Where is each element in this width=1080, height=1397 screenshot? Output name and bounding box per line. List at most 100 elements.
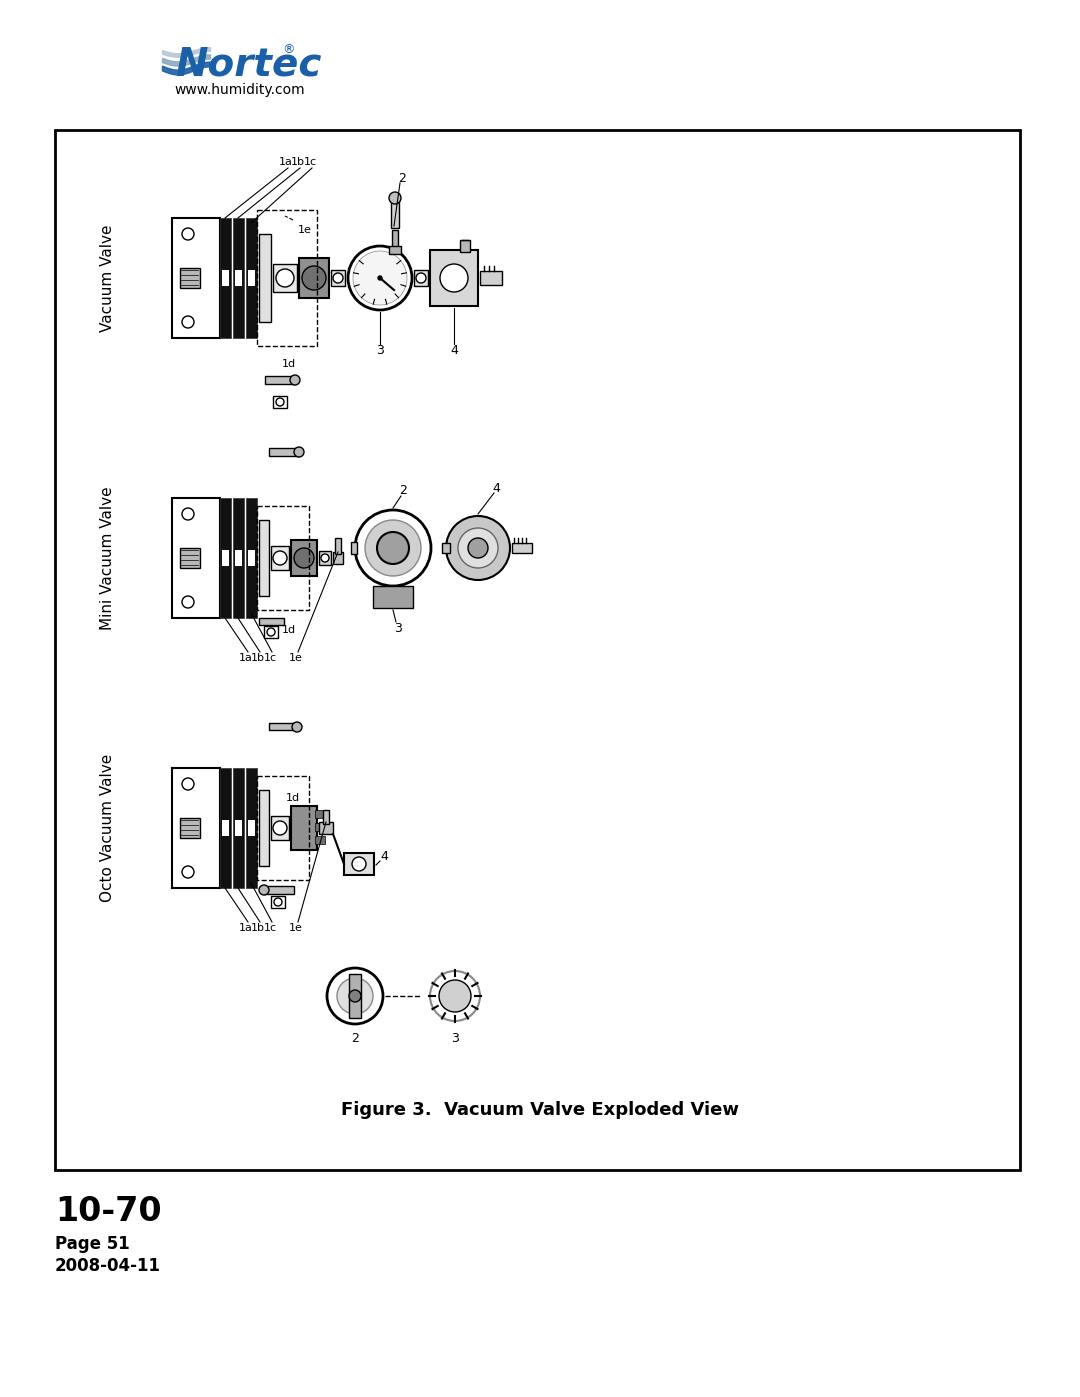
Text: 1a: 1a xyxy=(239,652,253,664)
Bar xyxy=(273,395,287,408)
Bar xyxy=(319,821,333,834)
Circle shape xyxy=(183,866,194,877)
Bar xyxy=(222,820,229,835)
Bar xyxy=(259,520,269,597)
Circle shape xyxy=(378,277,382,279)
Circle shape xyxy=(276,270,294,286)
Text: 1e: 1e xyxy=(289,923,302,933)
Text: 1d: 1d xyxy=(282,624,296,636)
Text: 10-70: 10-70 xyxy=(55,1194,162,1228)
Text: 1c: 1c xyxy=(264,652,276,664)
Bar xyxy=(271,816,289,840)
Text: 1b: 1b xyxy=(251,652,265,664)
Bar xyxy=(319,550,330,564)
Circle shape xyxy=(333,272,343,284)
Bar xyxy=(315,810,325,819)
Bar xyxy=(330,270,345,286)
Text: 1e: 1e xyxy=(289,652,302,664)
Circle shape xyxy=(355,510,431,585)
Circle shape xyxy=(438,981,471,1011)
Bar xyxy=(460,240,470,251)
Text: ®: ® xyxy=(282,43,294,56)
Circle shape xyxy=(267,629,275,636)
Text: 1c: 1c xyxy=(264,923,276,933)
Circle shape xyxy=(183,509,194,520)
Text: Figure 3.  Vacuum Valve Exploded View: Figure 3. Vacuum Valve Exploded View xyxy=(341,1101,739,1119)
Bar xyxy=(248,550,255,566)
Text: 1e: 1e xyxy=(298,225,312,235)
Bar xyxy=(55,130,1020,1171)
Text: 2008-04-11: 2008-04-11 xyxy=(55,1257,161,1275)
Text: 2: 2 xyxy=(400,483,407,496)
Circle shape xyxy=(276,398,284,407)
Bar xyxy=(222,550,229,566)
Bar xyxy=(315,835,325,844)
Circle shape xyxy=(302,265,326,291)
Text: 2: 2 xyxy=(399,172,406,184)
Circle shape xyxy=(389,191,401,204)
Circle shape xyxy=(440,264,468,292)
Text: 3: 3 xyxy=(451,1031,459,1045)
Circle shape xyxy=(377,532,409,564)
Text: 1a: 1a xyxy=(239,923,253,933)
Bar xyxy=(172,768,220,888)
Text: Mini Vacuum Valve: Mini Vacuum Valve xyxy=(100,486,116,630)
Bar xyxy=(273,264,297,292)
Circle shape xyxy=(349,990,361,1002)
Text: Octo Vacuum Valve: Octo Vacuum Valve xyxy=(100,754,116,902)
Circle shape xyxy=(273,821,287,835)
Text: 1d: 1d xyxy=(286,793,300,803)
Text: 3: 3 xyxy=(394,622,402,634)
Bar xyxy=(233,497,244,617)
Circle shape xyxy=(352,856,366,870)
Bar xyxy=(265,376,295,384)
Bar xyxy=(391,198,399,228)
Text: Nortec: Nortec xyxy=(175,45,321,82)
Text: www.humidity.com: www.humidity.com xyxy=(175,82,306,96)
Bar xyxy=(246,497,257,617)
Bar xyxy=(259,235,271,321)
Bar xyxy=(259,789,269,866)
Bar xyxy=(180,819,200,838)
Circle shape xyxy=(365,520,421,576)
Circle shape xyxy=(274,898,282,907)
Bar xyxy=(248,820,255,835)
Bar xyxy=(220,768,231,888)
Bar xyxy=(233,218,244,338)
Text: 1d: 1d xyxy=(282,359,296,369)
Circle shape xyxy=(183,228,194,240)
Bar xyxy=(257,210,318,346)
Bar xyxy=(172,218,220,338)
Bar xyxy=(291,806,318,849)
Bar xyxy=(442,543,450,553)
Bar xyxy=(246,218,257,338)
Bar xyxy=(257,775,309,880)
Bar xyxy=(315,823,325,831)
Circle shape xyxy=(259,886,269,895)
Bar xyxy=(269,724,297,731)
Circle shape xyxy=(446,515,510,580)
Bar xyxy=(335,538,341,555)
Bar xyxy=(480,271,502,285)
Bar xyxy=(220,218,231,338)
Bar xyxy=(512,543,532,553)
Bar xyxy=(220,497,231,617)
Bar xyxy=(291,541,318,576)
Bar xyxy=(271,546,289,570)
Text: 1b: 1b xyxy=(291,156,305,168)
Circle shape xyxy=(294,447,303,457)
Bar xyxy=(323,810,329,824)
Bar xyxy=(235,270,242,286)
Text: 4: 4 xyxy=(492,482,500,495)
Text: Page 51: Page 51 xyxy=(55,1235,130,1253)
Circle shape xyxy=(273,550,287,564)
Circle shape xyxy=(183,597,194,608)
Bar xyxy=(373,585,413,608)
Text: 1a: 1a xyxy=(279,156,293,168)
Circle shape xyxy=(183,316,194,328)
Bar xyxy=(269,448,299,455)
Bar xyxy=(430,250,478,306)
Bar xyxy=(271,895,285,908)
Circle shape xyxy=(458,528,498,569)
Bar xyxy=(222,270,229,286)
